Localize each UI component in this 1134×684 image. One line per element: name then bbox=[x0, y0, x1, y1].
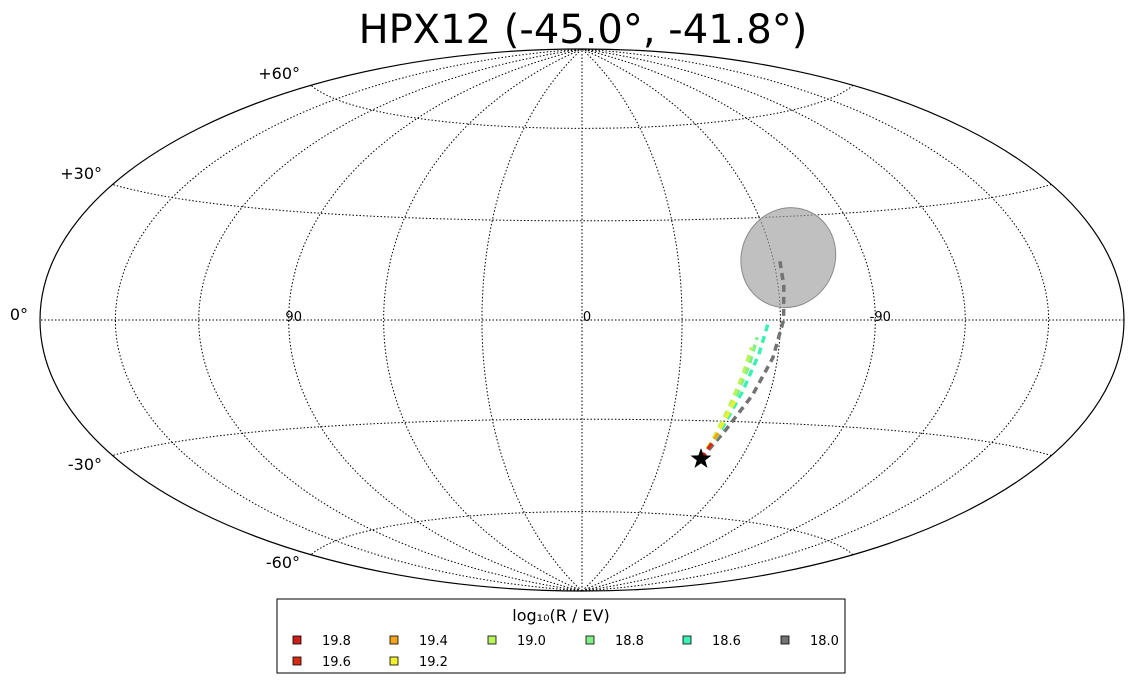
legend-title: log₁₀(R / EV) bbox=[512, 606, 609, 625]
tick-labels: +60° +30° 0° -30° -60° 90 0 -90 bbox=[10, 64, 891, 572]
meridian-line bbox=[581, 48, 683, 592]
legend-swatch bbox=[585, 635, 595, 645]
lat-tick-label: +30° bbox=[60, 164, 102, 183]
legend-swatch bbox=[389, 635, 399, 645]
lat-tick-label: -60° bbox=[266, 553, 300, 572]
legend-label: 18.6 bbox=[712, 634, 741, 649]
lat-tick-label: 0° bbox=[10, 305, 28, 324]
chart-title: HPX12 (-45.0°, -41.8°) bbox=[359, 7, 808, 53]
meridian-line bbox=[581, 48, 876, 592]
legend-swatch bbox=[389, 656, 399, 666]
series-19-2 bbox=[699, 397, 738, 460]
legend-label: 19.0 bbox=[517, 634, 546, 649]
legend-swatch bbox=[292, 635, 302, 645]
legend-label: 19.4 bbox=[419, 634, 448, 649]
legend: log₁₀(R / EV) 19.8 19.6 19.4 19.2 19.0 18.8 18… bbox=[276, 598, 846, 674]
target-star-icon bbox=[690, 448, 712, 468]
legend-swatch bbox=[487, 635, 497, 645]
lat-tick-label: -30° bbox=[68, 455, 102, 474]
legend-label: 19.8 bbox=[322, 634, 351, 649]
lat-tick-label: +60° bbox=[258, 64, 300, 83]
meridian-line bbox=[383, 48, 583, 592]
map-boundary bbox=[39, 48, 1125, 592]
target-marker bbox=[690, 448, 712, 468]
meridian-line bbox=[114, 48, 583, 592]
meridian-line bbox=[581, 48, 1050, 592]
legend-label: 18.8 bbox=[615, 634, 644, 649]
lon-tick-label: -90 bbox=[870, 310, 891, 325]
lon-tick-label: 90 bbox=[285, 310, 302, 325]
meridian-line bbox=[581, 48, 781, 592]
legend-swatch bbox=[682, 635, 692, 645]
lon-tick-label: 0 bbox=[583, 310, 591, 325]
legend-swatch bbox=[780, 635, 790, 645]
legend-label: 19.2 bbox=[419, 655, 448, 670]
legend-label: 18.0 bbox=[810, 634, 839, 649]
region-ellipse bbox=[740, 207, 837, 309]
legend-swatch bbox=[292, 656, 302, 666]
parallel-line bbox=[310, 511, 854, 556]
series-19-0 bbox=[699, 346, 754, 460]
graticule bbox=[39, 48, 1125, 592]
legend-label: 19.6 bbox=[322, 655, 351, 670]
series-18-0 bbox=[699, 261, 786, 461]
meridian-line bbox=[288, 48, 583, 592]
uncertainty-region bbox=[740, 207, 837, 309]
legend-frame bbox=[276, 598, 846, 674]
